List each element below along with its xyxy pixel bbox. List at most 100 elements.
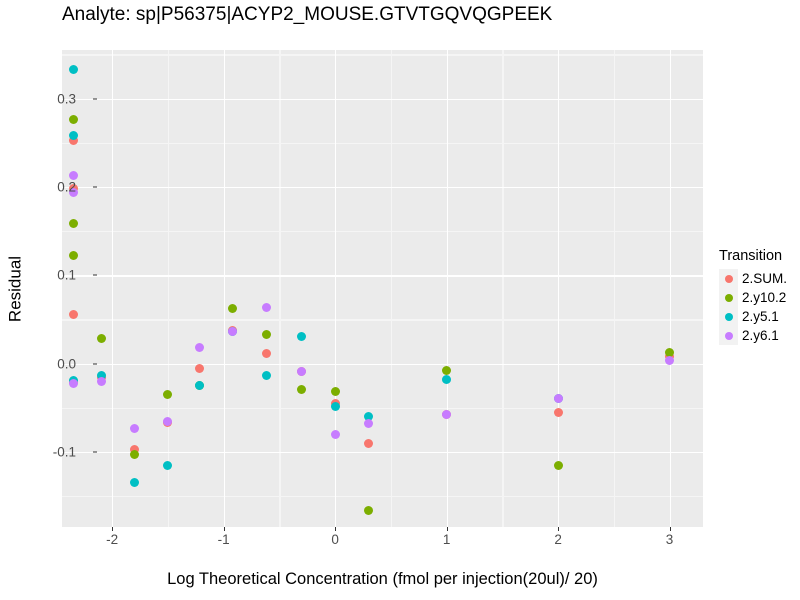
gridline-minor-vertical [390, 50, 393, 527]
legend-items: 2.SUM. 2.y10.2 2.y5.1 2.y6.1 [719, 269, 800, 345]
data-point [364, 439, 374, 449]
gridline-major-vertical [558, 50, 560, 527]
data-point [330, 401, 340, 411]
data-point [330, 386, 340, 396]
x-axis-tick-mark [112, 527, 114, 531]
data-point [330, 430, 340, 440]
gridline-major-horizontal [62, 98, 703, 100]
legend-item-label: 2.y6.1 [742, 328, 779, 343]
x-axis-title: Log Theoretical Concentration (fmol per … [167, 570, 598, 588]
gridline-major-horizontal [62, 451, 703, 454]
x-axis-tick-mark [223, 527, 225, 531]
data-point [129, 424, 139, 434]
x-axis-tick-label: 0 [331, 532, 339, 547]
gridline-minor-horizontal [62, 142, 703, 145]
y-axis-tick-label: 0.0 [57, 356, 76, 372]
data-point [665, 347, 675, 357]
data-point [665, 355, 675, 365]
data-point [364, 412, 374, 422]
data-point [163, 416, 173, 426]
data-point [261, 329, 271, 339]
legend-item: 2.y5.1 [719, 307, 800, 326]
data-point [68, 171, 78, 181]
data-point [68, 130, 78, 140]
data-point [96, 334, 106, 344]
x-axis-tick-label: -2 [106, 532, 119, 547]
legend-item-label: 2.SUM. [742, 271, 788, 286]
x-axis-tick-mark [669, 527, 671, 531]
y-axis-tick-mark [93, 274, 97, 276]
data-point [261, 349, 271, 359]
data-point [68, 115, 78, 125]
data-point [129, 477, 139, 487]
data-point [194, 363, 204, 373]
y-axis-tick-mark [93, 98, 97, 100]
gridline-minor-vertical [613, 50, 616, 527]
gridline-major-vertical [335, 50, 337, 527]
data-point [553, 393, 563, 403]
data-point [129, 445, 139, 455]
data-point [228, 327, 238, 337]
gridline-major-vertical [446, 50, 448, 527]
legend-key-swatch [719, 326, 738, 345]
gridline-minor-vertical [502, 50, 504, 527]
gridline-minor-vertical [167, 50, 170, 527]
legend-key-swatch [719, 269, 738, 288]
plot-title: Analyte: sp|P56375|ACYP2_MOUSE.GTVTGQVQG… [62, 4, 553, 25]
data-point [68, 218, 78, 228]
data-point [442, 410, 452, 420]
data-point [68, 188, 78, 198]
x-axis-tick-label: 3 [665, 532, 674, 547]
data-point [297, 332, 307, 342]
x-axis-tick-mark [558, 527, 560, 531]
legend-point-icon [724, 274, 733, 283]
legend-item: 2.y6.1 [719, 326, 800, 345]
legend-key-swatch [719, 288, 738, 307]
data-point [194, 343, 204, 353]
data-point [68, 378, 78, 388]
data-point [364, 419, 374, 429]
data-point [163, 461, 173, 471]
data-point [194, 381, 204, 391]
data-point [442, 365, 452, 375]
data-point [96, 376, 106, 386]
x-axis-tick-mark [446, 527, 448, 531]
y-axis-tick-mark [93, 451, 97, 453]
data-point [261, 371, 271, 381]
data-point [442, 375, 452, 385]
legend-title: Transition [719, 248, 783, 264]
data-point [68, 309, 78, 319]
gridline-minor-horizontal [62, 319, 703, 321]
data-point [163, 389, 173, 399]
legend-point-icon [724, 293, 733, 302]
y-axis-tick-mark [93, 363, 97, 365]
gridline-minor-horizontal [62, 54, 703, 56]
gridline-major-horizontal [62, 275, 703, 277]
data-point [129, 450, 139, 460]
legend: Transition 2.SUM. 2.y10.2 2.y5.1 2.y6.1 [719, 248, 800, 345]
data-point [553, 461, 563, 471]
gridline-major-vertical [223, 50, 225, 527]
y-axis-tick-mark [93, 186, 97, 188]
legend-point-icon [724, 331, 733, 340]
gridline-minor-horizontal [62, 496, 703, 498]
legend-item: 2.y10.2 [719, 288, 800, 307]
data-point [364, 506, 374, 516]
data-point [297, 367, 307, 377]
x-axis-tick-label: 1 [442, 532, 451, 547]
y-axis-tick-label: 0.1 [57, 267, 76, 283]
gridline-major-vertical [669, 50, 671, 527]
data-point [553, 407, 563, 417]
legend-point-icon [724, 312, 733, 321]
data-point [68, 136, 78, 146]
gridline-minor-vertical [279, 50, 281, 527]
y-axis-tick-label: 0.3 [57, 91, 76, 107]
gridline-major-vertical [112, 50, 114, 527]
x-axis-tick-label: -1 [217, 532, 230, 547]
data-point [68, 250, 78, 260]
plot-panel [62, 50, 703, 527]
gridline-major-horizontal [62, 186, 703, 189]
y-axis-tick-label: 0.2 [57, 179, 76, 195]
y-axis-title: Residual [5, 255, 24, 322]
